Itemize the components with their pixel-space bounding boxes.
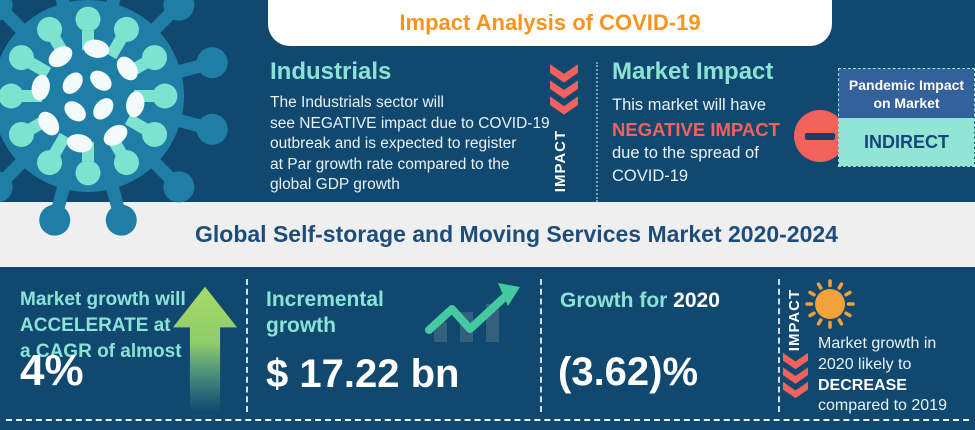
market-impact-line: COVID-19	[612, 167, 689, 186]
body-line: The Industrials sector will	[270, 94, 445, 111]
outlook-text: Market growth in 2020 likely to DECREASE…	[818, 334, 970, 417]
market-impact-line: This market will have	[612, 96, 767, 114]
growth-2020-heading: Growth for 2020	[560, 289, 720, 313]
panel-header-line: Pandemic Impact	[848, 77, 965, 93]
body-line: see NEGATIVE impact due to COVID-19	[270, 114, 550, 132]
market-impact-line: due to the spread of	[612, 144, 759, 163]
header-banner: Impact Analysis of COVID-19	[268, 0, 832, 46]
cagr-heading: Market growth will ACCELERATE at a CAGR …	[20, 287, 186, 366]
panel-header-line: on Market	[873, 95, 940, 112]
market-title-band: Global Self-storage and Moving Services …	[0, 202, 975, 267]
bottom-divider	[778, 279, 780, 412]
bottom-divider	[540, 279, 542, 412]
outlook-line: compared to 2019	[818, 397, 947, 415]
section-divider-dotted	[596, 62, 598, 202]
market-title: Global Self-storage and Moving Services …	[195, 221, 838, 247]
panel-value: INDIRECT	[839, 118, 974, 167]
incremental-heading-line: Incremental	[266, 288, 384, 311]
body-line: outbreak and is expected to register	[270, 135, 517, 153]
bottom-divider	[246, 279, 248, 412]
growth-up-arrow-icon	[172, 286, 238, 413]
cagr-value: 4%	[20, 346, 84, 395]
outlook-down-chevrons-icon	[782, 352, 809, 399]
minus-circle-icon	[794, 110, 846, 162]
impact-vertical-label: IMPACT	[552, 129, 569, 193]
market-impact-section: Market Impact This market will have NEGA…	[612, 58, 812, 188]
industrials-body: The Industrials sector will see NEGATIVE…	[270, 93, 562, 196]
growth-2020-label: Growth for	[560, 289, 668, 312]
bottom-dashed-line	[6, 419, 969, 421]
industrials-heading: Industrials	[270, 58, 392, 85]
outlook-line: Market growth in	[818, 335, 937, 352]
cagr-heading-line: a CAGR of almost	[20, 341, 182, 363]
coronavirus-illustration	[0, 0, 228, 236]
cagr-heading-line: ACCELERATE at	[20, 315, 171, 337]
panel-header: Pandemic Impact on Market	[839, 69, 974, 119]
header-title: Impact Analysis of COVID-19	[399, 10, 701, 35]
incremental-value: $ 17.22 bn	[266, 352, 460, 396]
growth-2020-year: 2020	[673, 289, 720, 312]
industrials-section: Industrials The Industrials sector will …	[270, 58, 562, 196]
body-line: global GDP growth	[270, 176, 400, 194]
market-impact-heading: Market Impact	[612, 58, 774, 85]
outlook-impact-label: IMPACT	[786, 288, 803, 352]
cagr-heading-line: Market growth will	[20, 289, 186, 310]
negative-impact-highlight: NEGATIVE IMPACT	[612, 118, 780, 140]
incremental-heading-line: growth	[266, 314, 336, 338]
trend-chart-icon	[425, 283, 520, 342]
growth-2020-value: (3.62)%	[558, 350, 699, 394]
virus-sun-icon	[805, 279, 855, 329]
body-line: at Par growth rate compared to the	[270, 155, 510, 173]
impact-down-chevrons-icon	[550, 64, 578, 115]
outlook-line: 2020 likely to	[818, 355, 912, 373]
incremental-heading: Incremental growth	[266, 287, 384, 340]
outlook-decrease: DECREASE	[818, 376, 907, 394]
pandemic-impact-panel: Pandemic Impact on Market INDIRECT	[838, 68, 975, 168]
market-impact-body: This market will have NEGATIVE IMPACT du…	[612, 94, 812, 188]
